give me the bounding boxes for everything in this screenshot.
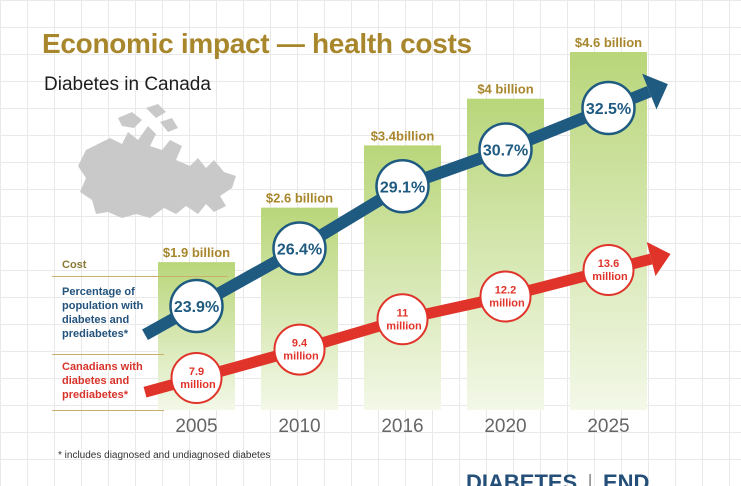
category-label: 2025 — [587, 416, 629, 437]
legend-divider — [52, 276, 228, 277]
canadians-label: 11 million — [383, 307, 422, 332]
canadians-marker — [479, 270, 532, 323]
percentage-label: 26.4% — [277, 241, 322, 258]
percentage-marker — [581, 80, 636, 136]
chart-subtitle: Diabetes in Canada — [44, 74, 211, 95]
category-label: 2010 — [278, 416, 320, 437]
category-label: 2016 — [381, 416, 423, 437]
cost-label: $2.6 billion — [266, 191, 333, 206]
canadians-marker — [582, 244, 635, 296]
legend-percentage: Percentage of population with diabetes a… — [62, 286, 144, 340]
canada-map-icon — [78, 104, 236, 218]
percentage-marker — [272, 221, 327, 276]
legend-cost: Cost — [62, 259, 87, 271]
cost-label: $1.9 billion — [163, 245, 230, 260]
percentage-marker — [375, 159, 430, 214]
cost-label: $3.4billion — [371, 128, 435, 143]
percentage-label: 32.5% — [586, 101, 631, 118]
canadians-label: 7.9 million — [177, 366, 216, 391]
canadians-label: 13.6 million — [589, 258, 628, 283]
percentage-label: 30.7% — [483, 142, 528, 159]
legend-divider — [52, 354, 164, 355]
percentage-label: 23.9% — [174, 299, 219, 316]
cost-label: $4.6 billion — [575, 35, 642, 50]
chart-title: Economic impact — health costs — [42, 28, 472, 59]
category-label: 2005 — [175, 416, 217, 437]
percentage-marker — [169, 278, 224, 334]
logo: DIABETES | END — [466, 470, 726, 486]
legend-divider — [52, 410, 164, 411]
cost-label: $4 billion — [477, 82, 533, 97]
canadians-marker — [170, 352, 223, 404]
percentage-label: 29.1% — [380, 179, 425, 196]
percentage-marker — [478, 122, 533, 177]
legend-canadians: Canadians with diabetes and prediabetes* — [62, 361, 143, 401]
category-label: 2020 — [484, 416, 526, 437]
percentage-arrow-arrowhead — [642, 73, 668, 110]
canadians-arrow-arrowhead — [646, 241, 671, 277]
canadians-label: 12.2 million — [486, 285, 525, 310]
logo-left-text: DIABETES — [466, 470, 578, 486]
canadians-marker — [273, 323, 326, 376]
canadians-label: 9.4 million — [280, 338, 319, 363]
logo-separator: | — [587, 470, 593, 486]
canadians-marker — [376, 293, 429, 346]
footnote: * includes diagnosed and undiagnosed dia… — [58, 450, 271, 461]
logo-right-text: END — [602, 470, 650, 486]
